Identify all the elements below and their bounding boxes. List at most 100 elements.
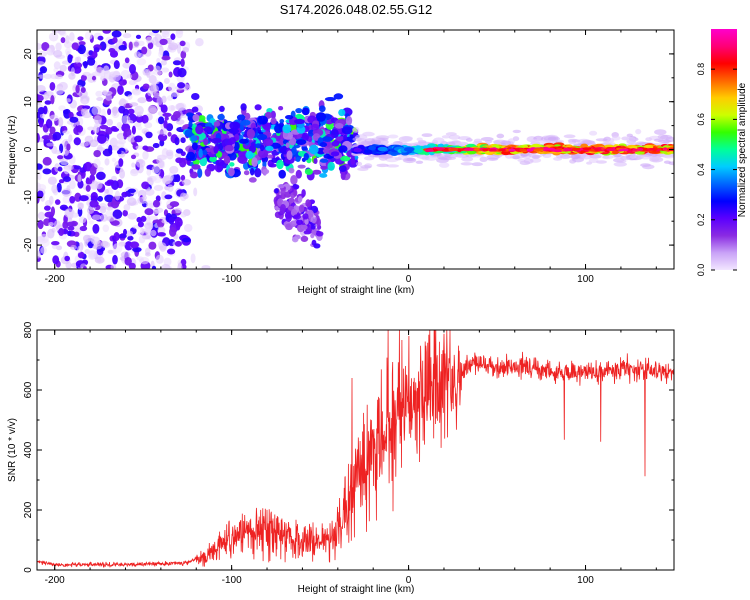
spectrogram-cell [228, 137, 236, 145]
spectrogram-cell [293, 184, 300, 190]
spectrogram-cell [152, 199, 161, 208]
spectrogram-cell [137, 125, 143, 131]
spectrogram-cell [180, 211, 187, 218]
spectrogram-cell [43, 91, 49, 100]
spectrogram-cell [618, 148, 629, 152]
spectrogram-cell [327, 161, 335, 171]
spectrogram-cell [589, 130, 598, 136]
spectrogram-cell [201, 265, 211, 269]
spectrogram-cell [270, 117, 277, 125]
spectrogram-cell [141, 46, 148, 55]
spectrogram-cell [248, 177, 257, 183]
spectrogram-cell [108, 144, 113, 154]
spectrogram-cell [368, 145, 377, 151]
spectrogram-cell [57, 155, 64, 160]
spectrogram-cell [39, 113, 45, 119]
spectrogram-cell [175, 148, 184, 154]
spectrogram-cell [288, 167, 295, 174]
spectrogram-cell [217, 113, 225, 121]
spectrogram-cell [48, 221, 54, 227]
spectrogram-cell [182, 193, 189, 200]
spectrogram-cell [340, 155, 351, 162]
spectrogram-cell [276, 159, 284, 170]
spectrogram-cell [150, 84, 159, 93]
spectrogram-cell [303, 230, 312, 235]
spectrogram-cell [165, 149, 174, 157]
spectrogram-cell [65, 98, 71, 103]
spectrogram-cell [62, 220, 69, 230]
spectrogram-cell [53, 220, 61, 229]
spectrogram-cell [651, 153, 658, 158]
spectrogram-cell [66, 221, 77, 227]
spectrogram-cell [296, 219, 304, 225]
spectrogram-cell [156, 96, 163, 106]
spectrogram-cell [51, 30, 61, 34]
spectrogram-cell [177, 67, 187, 78]
spectrogram-cell [182, 47, 190, 53]
spectrogram-cell [640, 154, 652, 160]
spectrogram-cell [508, 148, 517, 152]
spectrogram-cell [139, 257, 150, 265]
spectrogram-y-label: Frequency (Hz) [7, 116, 18, 185]
spectrogram-cell [514, 148, 520, 151]
spectrogram-cell [164, 194, 173, 200]
spectrogram-cell [251, 157, 258, 168]
spectrogram-cell [121, 191, 128, 198]
spectrogram-cell [91, 50, 98, 59]
spectrogram-cell [262, 168, 270, 175]
spectrogram-cell [579, 154, 593, 160]
spectrogram-cell [124, 57, 130, 64]
spectrogram-cell [274, 188, 279, 194]
spectrogram-cell [601, 155, 614, 160]
spectrogram-cell [166, 199, 173, 209]
spectrogram-cell [128, 262, 136, 269]
spectrogram-cell [460, 162, 473, 166]
spectrogram-cell [319, 173, 328, 178]
spectrogram-cell [50, 95, 55, 105]
spectrogram-cell [466, 150, 477, 155]
spectrogram-cell [236, 114, 246, 121]
spectrogram-cell [42, 156, 52, 166]
colorbar-tick-label: 0.8 [696, 63, 706, 76]
spectrogram-cell [66, 143, 71, 151]
spectrogram-cell [77, 245, 82, 254]
spectrogram-cell [87, 126, 95, 131]
spectrogram-cell [457, 149, 462, 153]
spectrogram-cell [286, 150, 293, 161]
spectrogram-cell [43, 105, 48, 115]
spectrogram-cell [37, 74, 45, 79]
spectrogram-cell [37, 163, 43, 170]
spectrogram-cell [37, 42, 42, 51]
spectrogram-cell [163, 119, 168, 129]
colorbar-tick-label: 0.2 [696, 214, 706, 227]
spectrogram-cell [270, 110, 276, 120]
spectrogram-cell [310, 215, 317, 224]
spectrogram-cell [300, 235, 309, 243]
spectrogram-cell [38, 119, 44, 128]
spectrogram-cell [105, 94, 113, 101]
spectrogram-cell [90, 236, 101, 245]
spectrogram-cell [310, 123, 320, 131]
spectrogram-cell [285, 114, 294, 120]
spectrogram-cell [86, 206, 95, 215]
spectrogram-cell [118, 38, 124, 45]
spectrogram-cell [424, 149, 434, 153]
spectrogram-cell [99, 205, 107, 214]
spectrogram-cell [89, 220, 94, 225]
spectrogram-cell [49, 82, 56, 91]
spectrogram-cell [315, 112, 327, 122]
spectrogram-cell [482, 148, 489, 152]
spectrogram-cell [110, 71, 120, 78]
spectrogram-cell [79, 142, 89, 147]
spectrogram-cell [175, 119, 185, 125]
spectrogram-cell [92, 244, 102, 250]
spectrogram-cell [219, 105, 225, 113]
spectrogram-cell [111, 30, 122, 38]
spectrogram-cell [653, 138, 664, 142]
spectrogram-cell [160, 104, 168, 114]
spectrogram-cell [57, 166, 63, 172]
spectrogram-cell [403, 147, 415, 152]
spectrogram-cell [169, 165, 179, 174]
spectrogram-cell [202, 149, 208, 156]
spectrogram-cell [449, 148, 459, 151]
